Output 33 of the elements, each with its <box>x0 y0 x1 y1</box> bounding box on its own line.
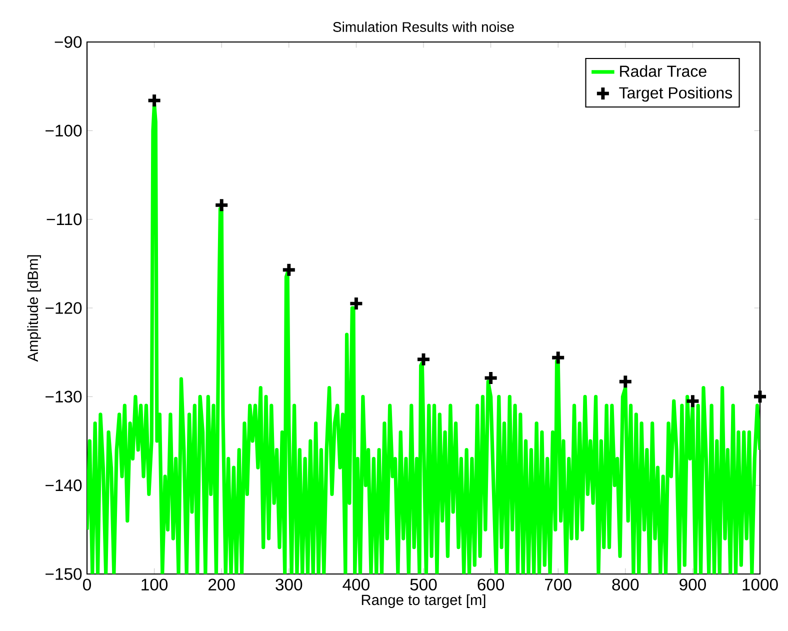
y-tick-label: −130 <box>46 390 82 403</box>
x-tick-label: 700 <box>545 578 572 590</box>
y-tick-label: −100 <box>46 124 82 137</box>
point <box>483 370 499 386</box>
legend-label: Target Positions <box>619 86 732 102</box>
x-tick-label: 0 <box>83 578 91 590</box>
point <box>281 262 297 278</box>
point <box>550 350 566 366</box>
point <box>618 374 634 390</box>
x-tick-label: 400 <box>342 578 370 590</box>
y-tick-label: −90 <box>54 36 82 48</box>
point <box>348 296 364 312</box>
x-tick-label: 900 <box>680 578 706 590</box>
x-tick-label: 1000 <box>742 578 778 590</box>
x-tick-label: 500 <box>410 578 437 590</box>
point <box>214 197 230 213</box>
y-tick-label: −150 <box>46 568 82 580</box>
point <box>416 352 432 368</box>
x-tick-label: 100 <box>142 578 168 590</box>
x-axis-title: Range to target [m] <box>362 594 486 608</box>
point <box>684 393 700 409</box>
x-tick-label: 200 <box>208 578 235 590</box>
x-tick-label: 800 <box>612 578 639 590</box>
point <box>146 92 162 108</box>
legend-label: Radar Trace <box>620 65 706 77</box>
x-tick-label: 300 <box>276 578 302 590</box>
y-axis-title: Amplitude [dBm] <box>27 255 41 362</box>
chart-title: Simulation Results with noise <box>333 22 514 32</box>
y-tick-label: −120 <box>46 302 82 314</box>
y-tick-label: −110 <box>46 213 82 226</box>
x-tick-label: 600 <box>478 578 504 590</box>
y-tick-label: −140 <box>46 479 82 492</box>
point <box>752 388 768 404</box>
